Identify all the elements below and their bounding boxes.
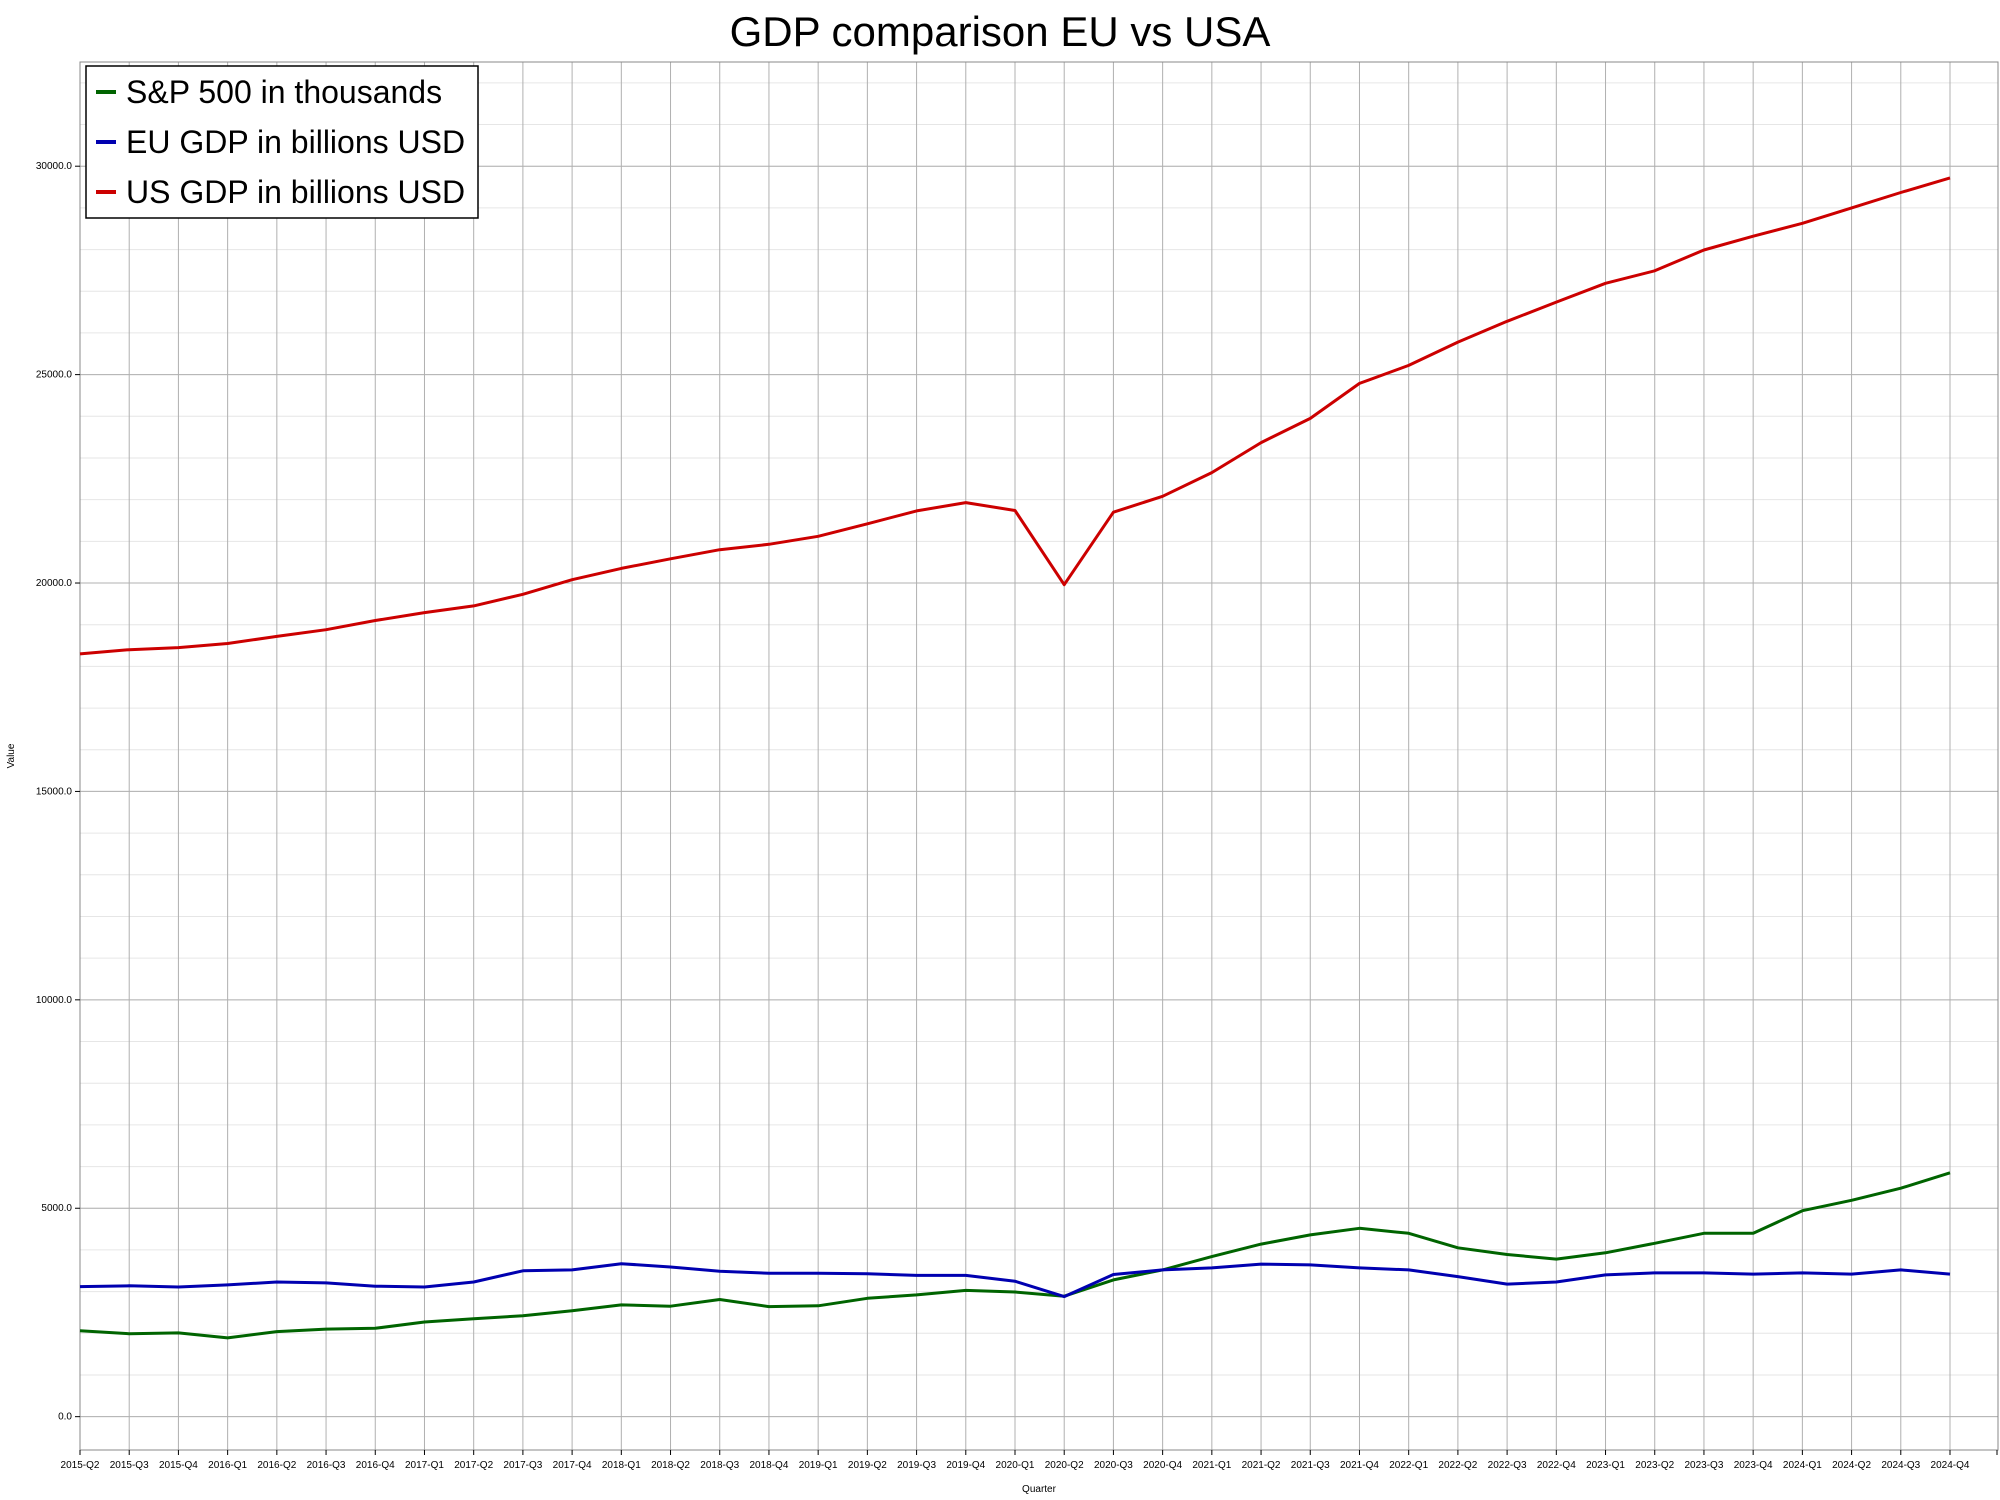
series-lines [79, 176, 1951, 1340]
x-tick-label: 2021-Q4 [1340, 1460, 1379, 1471]
x-tick-label: 2019-Q2 [848, 1460, 887, 1471]
x-tick-label: 2021-Q1 [1192, 1460, 1231, 1471]
x-tick-label: 2017-Q4 [553, 1460, 592, 1471]
x-tick-label: 2023-Q2 [1635, 1460, 1674, 1471]
x-axis-label: Quarter [1022, 1484, 1057, 1495]
legend-label: US GDP in billions USD [126, 174, 465, 210]
x-tick-label: 2022-Q4 [1537, 1460, 1576, 1471]
x-tick-label: 2024-Q3 [1881, 1460, 1920, 1471]
x-tick-label: 2018-Q1 [602, 1460, 641, 1471]
x-tick-label: 2021-Q3 [1291, 1460, 1330, 1471]
x-tick-label: 2024-Q4 [1931, 1460, 1970, 1471]
minor-gridlines [80, 82, 1998, 1418]
x-tick-label: 2024-Q2 [1832, 1460, 1871, 1471]
y-tick-label: 30000.0 [36, 161, 73, 172]
x-tick-label: 2019-Q1 [799, 1460, 838, 1471]
x-tick-label: 2016-Q2 [257, 1460, 296, 1471]
series-line [79, 176, 1951, 656]
series-line [79, 1262, 1951, 1299]
x-tick-label: 2018-Q4 [749, 1460, 788, 1471]
y-tick-label: 10000.0 [36, 995, 73, 1006]
x-tick-label: 2017-Q1 [405, 1460, 444, 1471]
legend-label: EU GDP in billions USD [126, 124, 465, 160]
y-tick-label: 20000.0 [36, 578, 73, 589]
x-tick-label: 2020-Q2 [1045, 1460, 1084, 1471]
x-tick-label: 2020-Q3 [1094, 1460, 1133, 1471]
x-tick-label: 2024-Q1 [1783, 1460, 1822, 1471]
x-tick-label: 2016-Q3 [307, 1460, 346, 1471]
plot-frame [79, 61, 1999, 1451]
x-tick-label: 2017-Q3 [503, 1460, 542, 1471]
x-axis-ticks: 2015-Q2 2015-Q3 2015-Q4 2016-Q1 2016-Q2 2016-… [61, 1450, 1998, 1471]
y-tick-label: 15000.0 [36, 786, 73, 797]
y-tick-label: 25000.0 [36, 370, 73, 381]
x-tick-label: 2019-Q3 [897, 1460, 936, 1471]
x-tick-label: 2023-Q4 [1734, 1460, 1773, 1471]
x-tick-label: 2021-Q2 [1242, 1460, 1281, 1471]
x-tick-label: 2016-Q1 [208, 1460, 247, 1471]
x-tick-label: 2018-Q2 [651, 1460, 690, 1471]
major-gridlines [79, 62, 1998, 1450]
legend-box [85, 65, 479, 219]
x-tick-label: 2022-Q3 [1488, 1460, 1527, 1471]
x-tick-label: 2017-Q2 [454, 1460, 493, 1471]
legend: S&P 500 in thousands EU GDP in billions U… [85, 65, 479, 219]
x-tick-label: 2022-Q1 [1389, 1460, 1428, 1471]
x-tick-label: 2016-Q4 [356, 1460, 395, 1471]
y-axis-label: Value [6, 743, 17, 768]
y-tick-label: 0.0 [58, 1412, 72, 1423]
x-tick-label: 2019-Q4 [946, 1460, 985, 1471]
series-line [79, 1171, 1951, 1340]
x-tick-label: 2015-Q4 [159, 1460, 198, 1471]
legend-label: S&P 500 in thousands [126, 74, 442, 110]
x-tick-label: 2023-Q1 [1586, 1460, 1625, 1471]
y-tick-label: 5000.0 [41, 1203, 72, 1214]
x-tick-label: 2015-Q3 [110, 1460, 149, 1471]
chart-title: GDP comparison EU vs USA [729, 8, 1271, 55]
x-tick-label: 2020-Q1 [996, 1460, 1035, 1471]
x-tick-label: 2015-Q2 [61, 1460, 100, 1471]
x-tick-label: 2018-Q3 [700, 1460, 739, 1471]
x-tick-label: 2022-Q2 [1438, 1460, 1477, 1471]
x-tick-label: 2020-Q4 [1143, 1460, 1182, 1471]
y-axis-ticks: 0.0 5000.0 10000.0 15000.0 20000.0 25000.0 300… [36, 161, 80, 1423]
x-tick-label: 2023-Q3 [1684, 1460, 1723, 1471]
